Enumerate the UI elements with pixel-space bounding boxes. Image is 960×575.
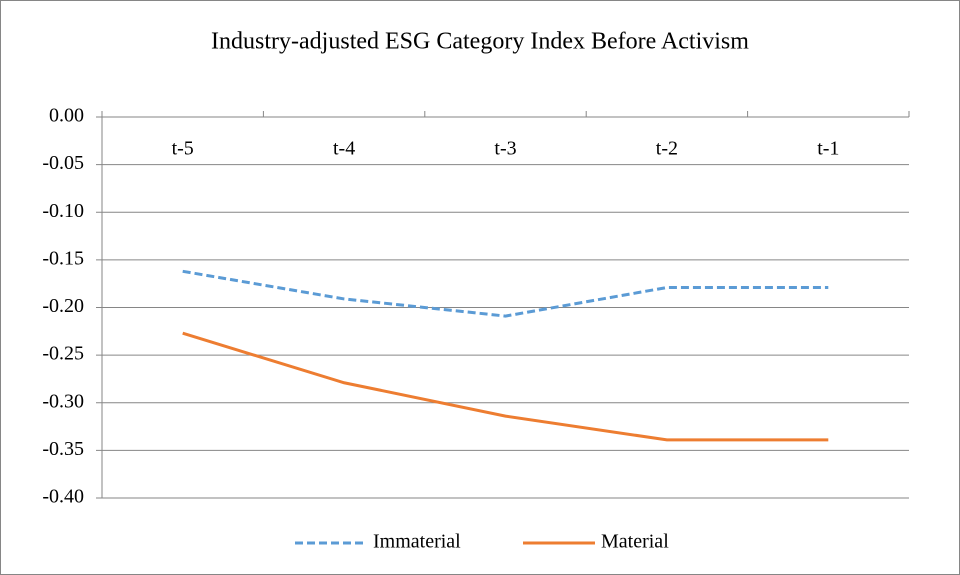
legend-label: Material <box>601 531 669 553</box>
legend-label: Immaterial <box>373 531 461 553</box>
x-tick-label: t-2 <box>656 138 678 160</box>
y-tick-label: -0.35 <box>42 438 84 460</box>
y-tick-label: -0.25 <box>42 343 84 365</box>
x-tick-label: t-4 <box>333 138 355 160</box>
y-tick-label: -0.05 <box>42 152 84 174</box>
y-tick-label: -0.30 <box>42 390 84 412</box>
y-tick-label: -0.10 <box>42 200 84 222</box>
x-tick-label: t-5 <box>172 138 194 160</box>
y-tick-label: -0.15 <box>42 247 84 269</box>
series-line <box>182 269 829 318</box>
x-tick-label: t-1 <box>817 138 839 160</box>
y-tick-label: -0.40 <box>42 486 84 508</box>
y-tick-label: 0.00 <box>49 105 84 127</box>
chart-title: Industry-adjusted ESG Category Index Bef… <box>211 29 749 55</box>
series-line <box>182 331 829 442</box>
x-tick-label: t-3 <box>494 138 516 160</box>
y-tick-label: -0.20 <box>42 295 84 317</box>
